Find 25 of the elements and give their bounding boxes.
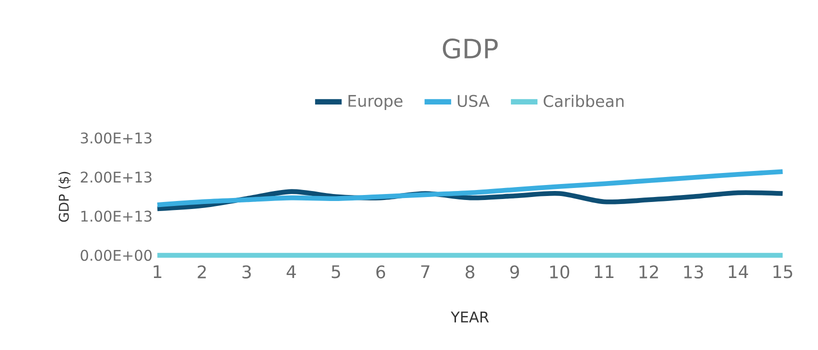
x-tick-label: 10 bbox=[550, 265, 570, 278]
x-tick-label: 2 bbox=[198, 265, 206, 278]
x-tick-label: 5 bbox=[332, 265, 340, 278]
x-tick-label: 6 bbox=[376, 265, 386, 278]
x-tick-label: 13 bbox=[684, 265, 703, 278]
legend-label: USA bbox=[458, 94, 490, 108]
x-tick-label: 14 bbox=[728, 265, 748, 278]
y-axis-title: GDP ($) bbox=[58, 172, 71, 222]
x-tick-label: 9 bbox=[510, 265, 519, 278]
y-tick-label: 3.00E+13 bbox=[80, 132, 152, 144]
x-tick-label: 11 bbox=[594, 265, 614, 278]
x-axis-title: YEAR bbox=[450, 312, 489, 322]
legend-label: Europe bbox=[348, 95, 402, 110]
x-tick-label: 1 bbox=[154, 265, 162, 278]
y-tick-label: 0.00E+00 bbox=[80, 250, 152, 261]
y-tick-label: 1.00E+13 bbox=[81, 210, 152, 222]
x-tick-label: 12 bbox=[640, 265, 658, 278]
x-tick-label: 8 bbox=[466, 265, 474, 278]
legend-label: Caribbean bbox=[544, 94, 624, 108]
y-tick-label: 2.00E+13 bbox=[80, 172, 152, 183]
x-tick-label: 7 bbox=[421, 265, 430, 278]
x-tick-label: 4 bbox=[286, 265, 296, 278]
x-tick-label: 15 bbox=[774, 265, 792, 278]
x-tick-label: 3 bbox=[242, 265, 251, 278]
chart-title: GDP bbox=[442, 38, 498, 59]
